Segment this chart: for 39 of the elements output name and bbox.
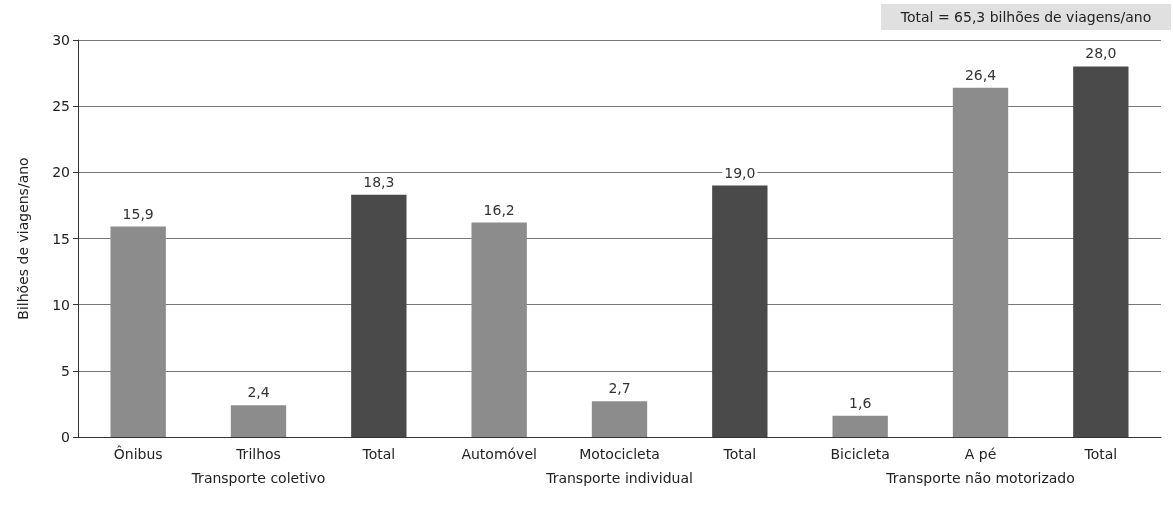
bar: [1073, 66, 1129, 437]
y-tick-label: 20: [52, 164, 70, 181]
text: Transporte coletivo: [190, 470, 326, 486]
bar: [591, 401, 648, 437]
x-tick-label: Motocicleta: [579, 446, 660, 462]
bar: [110, 226, 166, 437]
x-tick-label: Total: [722, 446, 757, 462]
bar: [230, 405, 287, 437]
x-tick-label: Total: [1083, 446, 1118, 462]
data-label: 26,4: [964, 66, 997, 83]
x-tick-label: Bicicleta: [830, 446, 890, 462]
data-label: 18,3: [363, 173, 395, 190]
data-label: 1,6: [849, 394, 872, 411]
data-label: 19,0: [724, 164, 756, 181]
x-tick-label: Automóvel: [461, 446, 537, 462]
data-label: 2,7: [608, 380, 631, 397]
x-tick-label: Ônibus: [113, 445, 163, 462]
data-label: 2,4: [247, 384, 270, 401]
x-tick-label: Trilhos: [235, 446, 281, 462]
text: Transporte não motorizado: [885, 470, 1075, 486]
y-tick-label: 5: [61, 362, 70, 379]
data-label: 15,9: [122, 205, 154, 222]
y-tick-label: 10: [52, 296, 70, 313]
data-label: 16,2: [483, 201, 515, 218]
y-axis-title: Bilhões de viagens/ano: [15, 157, 31, 320]
data-label: 28,0: [1085, 45, 1117, 62]
x-tick-label: A pé: [964, 446, 997, 462]
text: Transporte individual: [545, 470, 693, 486]
y-tick-label: 30: [52, 32, 70, 48]
bar: [351, 194, 407, 437]
y-tick-label: 0: [61, 429, 70, 445]
text: Total = 65,3 bilhões de viagens/ano: [899, 9, 1152, 25]
y-tick-label: 25: [52, 98, 70, 115]
y-tick-label: 15: [52, 230, 70, 247]
bar: [952, 87, 1009, 437]
x-tick-label: Total: [361, 446, 396, 462]
bar: [712, 185, 768, 437]
bar: [471, 222, 527, 437]
bar: [832, 415, 888, 437]
